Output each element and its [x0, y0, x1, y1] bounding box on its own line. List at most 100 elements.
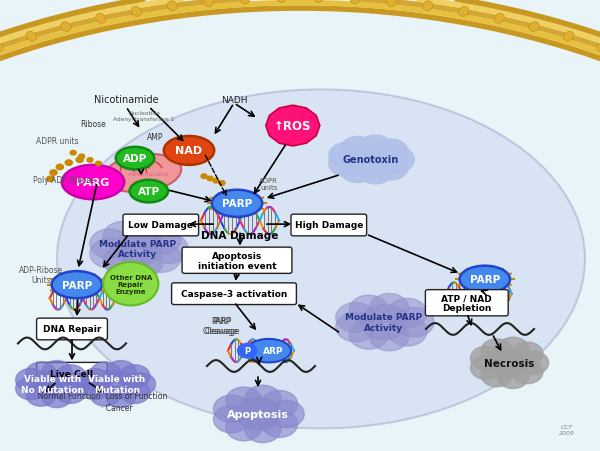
Circle shape [90, 383, 121, 406]
Text: Poly ADP-Ribose: Poly ADP-Ribose [33, 176, 95, 185]
Text: mitochondria: mitochondria [128, 171, 170, 176]
FancyBboxPatch shape [182, 248, 292, 274]
Circle shape [340, 137, 374, 163]
Circle shape [56, 365, 86, 388]
Text: ADP: ADP [123, 154, 147, 164]
Circle shape [80, 368, 110, 391]
Ellipse shape [277, 0, 286, 3]
Circle shape [361, 305, 407, 340]
Circle shape [470, 346, 502, 370]
Circle shape [207, 177, 213, 181]
Circle shape [120, 365, 150, 388]
Circle shape [90, 230, 129, 259]
Text: Low Damage: Low Damage [128, 221, 193, 230]
Ellipse shape [116, 147, 154, 170]
Ellipse shape [167, 2, 177, 12]
Ellipse shape [104, 155, 181, 193]
Circle shape [103, 222, 142, 252]
Circle shape [470, 356, 502, 380]
Text: Apoptosis: Apoptosis [227, 409, 289, 419]
Ellipse shape [131, 7, 141, 17]
Circle shape [124, 248, 163, 277]
Circle shape [87, 158, 93, 163]
Circle shape [42, 385, 72, 408]
Circle shape [115, 231, 161, 267]
Circle shape [149, 234, 188, 264]
Circle shape [16, 377, 46, 400]
Circle shape [26, 362, 56, 385]
Text: AMP: AMP [146, 133, 163, 142]
Text: Apoptosis
initiation event: Apoptosis initiation event [197, 251, 277, 270]
Text: Other DNA
Repair
Enzyme: Other DNA Repair Enzyme [110, 274, 152, 294]
Text: Nucleotide
Adenyl transferase 1: Nucleotide Adenyl transferase 1 [113, 111, 175, 122]
Circle shape [512, 360, 543, 384]
Text: Viable with
Mutation: Viable with Mutation [88, 375, 146, 394]
Circle shape [90, 362, 121, 385]
Circle shape [124, 221, 163, 250]
Circle shape [99, 371, 135, 398]
Text: Viable with
No Mutation: Viable with No Mutation [22, 375, 84, 394]
Circle shape [201, 175, 207, 179]
Circle shape [374, 140, 408, 166]
Circle shape [262, 410, 298, 437]
Circle shape [16, 368, 46, 391]
Ellipse shape [247, 339, 291, 363]
Circle shape [214, 405, 250, 433]
Ellipse shape [164, 137, 214, 166]
Ellipse shape [563, 32, 574, 42]
FancyBboxPatch shape [123, 215, 199, 236]
Text: ATP: ATP [138, 187, 160, 197]
Text: PARP: PARP [62, 280, 92, 290]
Text: NADH: NADH [221, 96, 247, 105]
Circle shape [214, 395, 250, 423]
Circle shape [106, 385, 136, 408]
Circle shape [61, 373, 91, 396]
Circle shape [370, 322, 409, 351]
Ellipse shape [26, 32, 37, 42]
Circle shape [26, 383, 56, 406]
Ellipse shape [423, 2, 433, 12]
Circle shape [35, 371, 71, 398]
Circle shape [70, 151, 76, 156]
Circle shape [268, 400, 304, 428]
Circle shape [245, 415, 281, 443]
Ellipse shape [240, 0, 250, 5]
Circle shape [481, 364, 512, 387]
Ellipse shape [350, 0, 360, 5]
Circle shape [90, 239, 129, 268]
Text: DNA Repair: DNA Repair [43, 325, 101, 334]
Circle shape [50, 170, 57, 176]
Ellipse shape [386, 0, 397, 8]
Text: ADPR
units: ADPR units [259, 178, 278, 190]
Circle shape [329, 151, 363, 177]
Text: DNA Damage: DNA Damage [202, 230, 278, 240]
Ellipse shape [96, 14, 106, 24]
Ellipse shape [57, 90, 585, 428]
Circle shape [238, 344, 257, 358]
FancyBboxPatch shape [425, 290, 508, 316]
Circle shape [226, 387, 262, 414]
Text: ADPR units: ADPR units [35, 136, 79, 145]
Text: · Normal Function: · Normal Function [33, 391, 101, 400]
Text: ADP-Ribose
Units: ADP-Ribose Units [19, 266, 63, 285]
Circle shape [95, 162, 101, 166]
Circle shape [236, 398, 280, 430]
Ellipse shape [460, 266, 510, 293]
Text: Caspase-3 activation: Caspase-3 activation [181, 290, 287, 299]
Circle shape [329, 143, 363, 169]
Circle shape [103, 246, 142, 276]
Text: PARP: PARP [222, 199, 252, 209]
Text: ARP: ARP [263, 346, 283, 355]
Circle shape [142, 243, 181, 273]
Circle shape [340, 157, 374, 183]
Ellipse shape [203, 0, 214, 8]
Text: · Loss of Function: · Loss of Function [101, 391, 167, 400]
Circle shape [245, 385, 281, 413]
Text: · Cancer: · Cancer [101, 403, 133, 412]
Circle shape [350, 145, 391, 175]
Circle shape [125, 373, 155, 396]
Circle shape [106, 361, 136, 383]
Ellipse shape [0, 43, 3, 53]
Ellipse shape [130, 180, 168, 203]
Circle shape [395, 308, 434, 337]
